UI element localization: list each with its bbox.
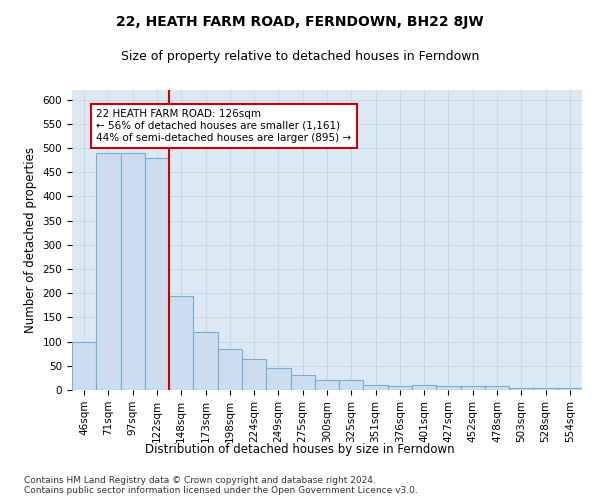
Bar — [412, 385, 436, 390]
Bar — [364, 385, 388, 390]
Text: Size of property relative to detached houses in Ferndown: Size of property relative to detached ho… — [121, 50, 479, 63]
Bar — [388, 386, 412, 390]
Bar — [242, 358, 266, 390]
Bar — [485, 386, 509, 390]
Bar — [266, 368, 290, 390]
Text: 22 HEATH FARM ROAD: 126sqm
← 56% of detached houses are smaller (1,161)
44% of s: 22 HEATH FARM ROAD: 126sqm ← 56% of deta… — [96, 110, 352, 142]
Bar — [339, 380, 364, 390]
Bar — [218, 349, 242, 390]
Bar — [96, 153, 121, 390]
Text: Distribution of detached houses by size in Ferndown: Distribution of detached houses by size … — [145, 442, 455, 456]
Text: Contains HM Land Registry data © Crown copyright and database right 2024.
Contai: Contains HM Land Registry data © Crown c… — [24, 476, 418, 495]
Bar — [436, 386, 461, 390]
Bar — [315, 380, 339, 390]
Bar — [558, 388, 582, 390]
Bar — [121, 153, 145, 390]
Text: 22, HEATH FARM ROAD, FERNDOWN, BH22 8JW: 22, HEATH FARM ROAD, FERNDOWN, BH22 8JW — [116, 15, 484, 29]
Y-axis label: Number of detached properties: Number of detached properties — [24, 147, 37, 333]
Bar — [145, 158, 169, 390]
Bar — [290, 376, 315, 390]
Bar — [169, 296, 193, 390]
Bar — [461, 386, 485, 390]
Bar — [509, 388, 533, 390]
Bar — [72, 342, 96, 390]
Bar — [193, 332, 218, 390]
Bar — [533, 388, 558, 390]
